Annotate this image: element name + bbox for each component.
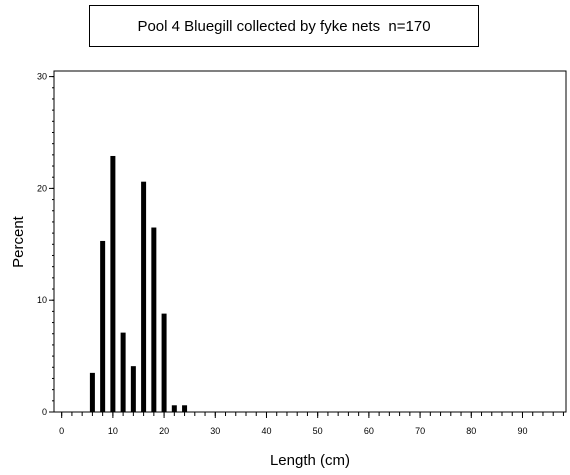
bars: [89, 155, 188, 412]
y-tick-label: 20: [37, 183, 47, 193]
chart-title: Pool 4 Bluegill collected by fyke nets n…: [137, 17, 431, 35]
y-tick-label: 10: [37, 295, 47, 305]
x-tick-label: 50: [313, 426, 323, 436]
y-axis-title: Percent: [10, 215, 27, 268]
bar: [89, 372, 95, 412]
bar: [100, 240, 106, 412]
bar: [151, 227, 157, 412]
bar: [110, 155, 116, 412]
x-axis: 0 10 20 30 40 50 60 70 80 90: [59, 412, 564, 436]
y-axis: 0 10 20 30: [37, 72, 54, 417]
x-tick-label: 80: [466, 426, 476, 436]
x-tick-label: 10: [108, 426, 118, 436]
bar: [141, 181, 147, 412]
x-tick-label: 60: [364, 426, 374, 436]
x-tick-label: 30: [210, 426, 220, 436]
x-axis-title: Length (cm): [270, 452, 350, 469]
chart-title-box: Pool 4 Bluegill collected by fyke nets n…: [89, 5, 479, 47]
x-tick-label: 70: [415, 426, 425, 436]
bar: [130, 366, 136, 412]
bar: [120, 332, 126, 412]
y-tick-label: 30: [37, 72, 47, 82]
y-tick-label: 0: [42, 407, 47, 417]
x-tick-label: 40: [261, 426, 271, 436]
x-tick-label: 20: [159, 426, 169, 436]
bar: [182, 405, 188, 412]
x-tick-label: 0: [59, 426, 64, 436]
plot-frame: [53, 70, 567, 413]
bar: [161, 313, 167, 412]
x-tick-label: 90: [517, 426, 527, 436]
bar: [171, 405, 177, 412]
